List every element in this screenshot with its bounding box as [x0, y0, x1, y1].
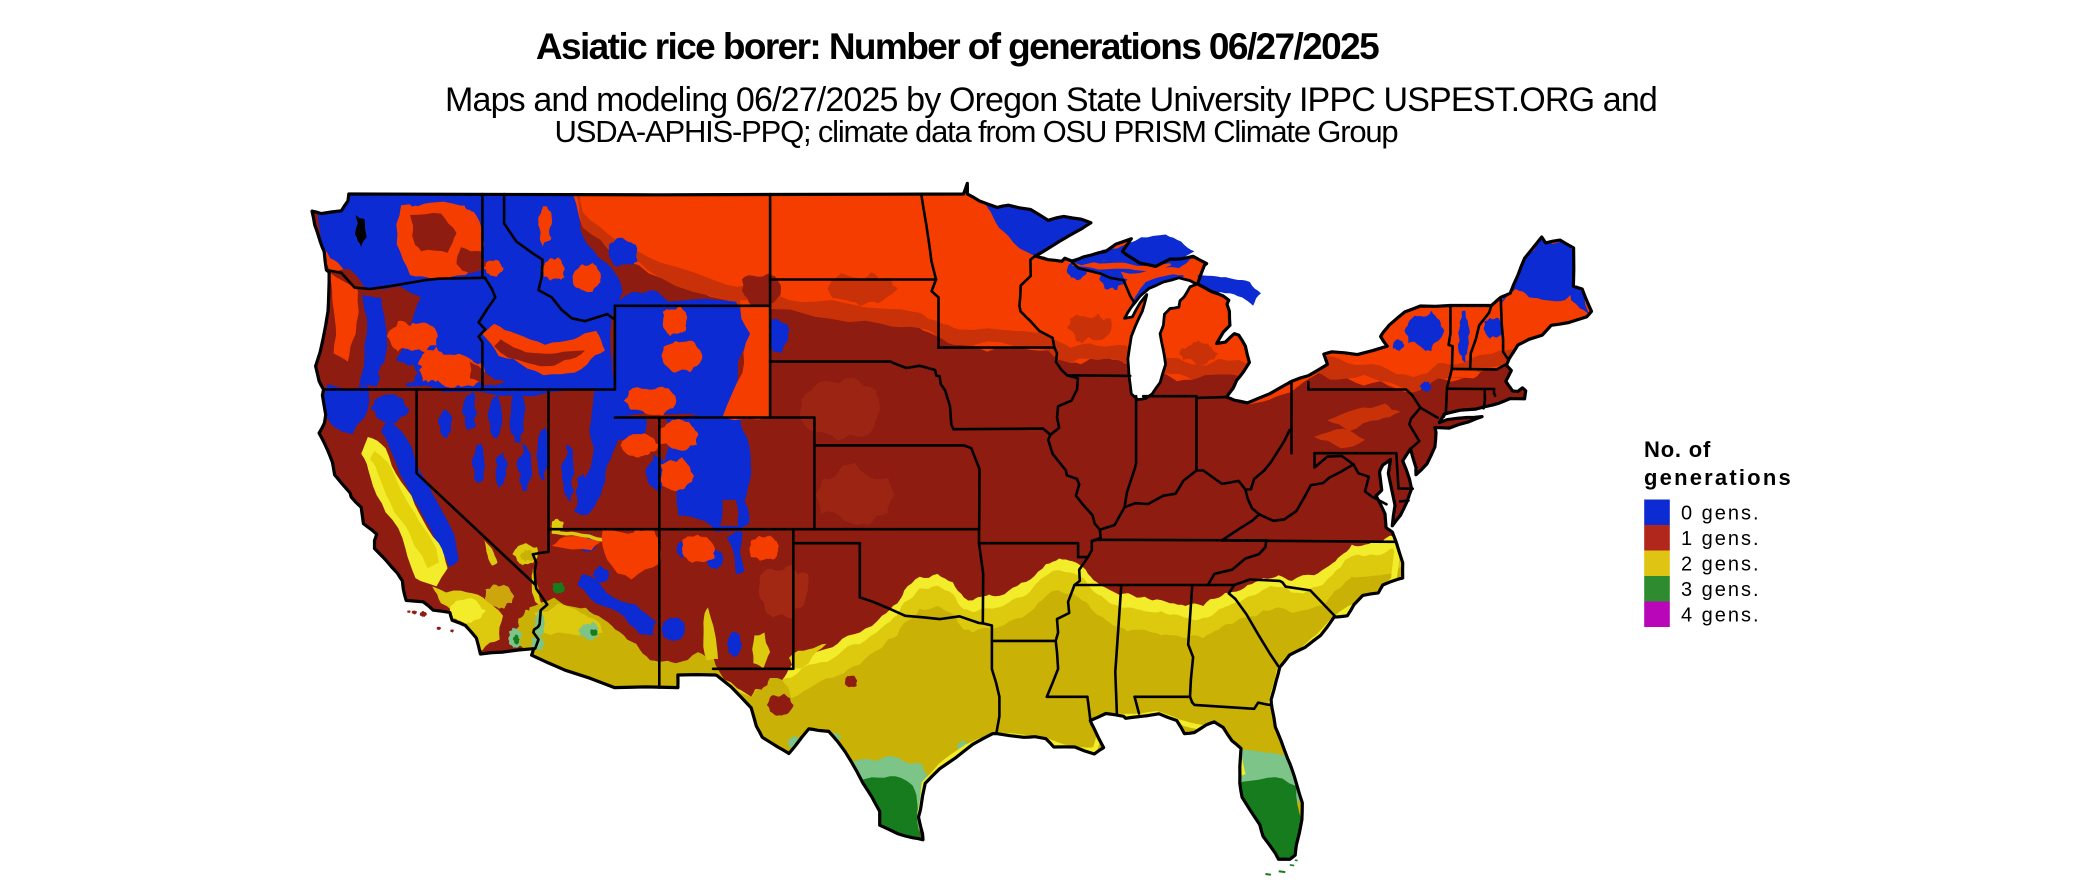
svg-text:3 gens.: 3 gens.	[1681, 579, 1761, 601]
svg-text:No. of: No. of	[1644, 437, 1711, 462]
svg-text:generations: generations	[1644, 465, 1793, 490]
svg-text:USDA-APHIS-PPQ; climate data f: USDA-APHIS-PPQ; climate data from OSU PR…	[555, 114, 1398, 149]
svg-text:Asiatic rice borer: Number of: Asiatic rice borer: Number of generation…	[536, 26, 1379, 67]
svg-text:1 gens.: 1 gens.	[1681, 528, 1761, 550]
svg-text:4 gens.: 4 gens.	[1681, 605, 1761, 627]
svg-text:0 gens.: 0 gens.	[1681, 503, 1761, 525]
svg-text:Maps and modeling 06/27/2025 b: Maps and modeling 06/27/2025 by Oregon S…	[445, 81, 1657, 119]
svg-text:2 gens.: 2 gens.	[1681, 554, 1761, 576]
